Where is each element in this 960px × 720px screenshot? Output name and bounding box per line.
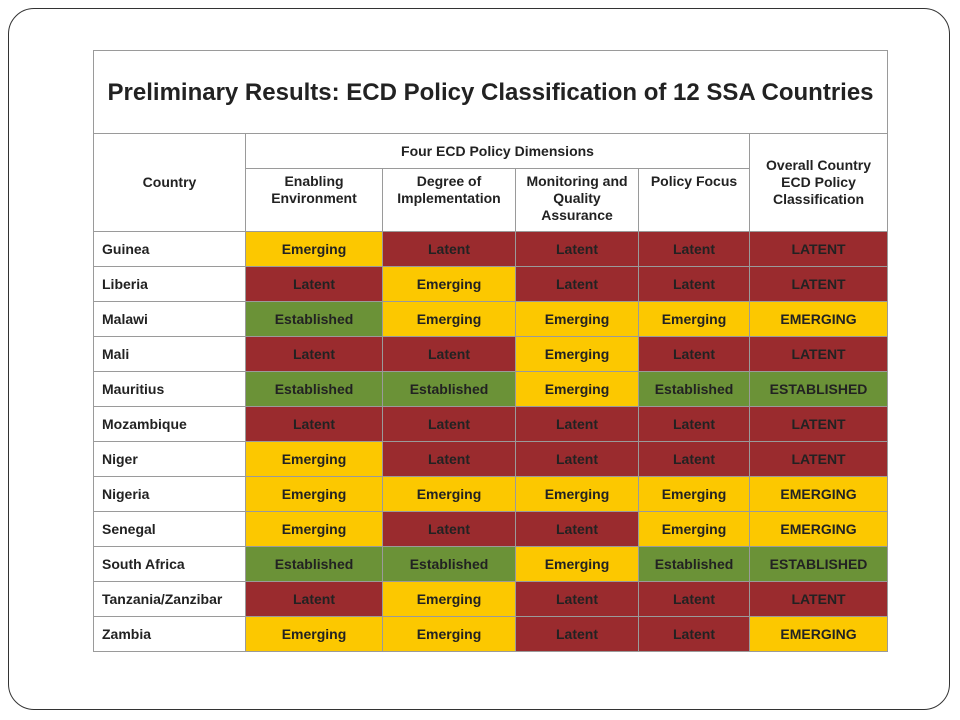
status-cell: Latent: [245, 581, 383, 617]
status-cell: LATENT: [748, 406, 889, 442]
status-cell: Latent: [515, 616, 639, 652]
data-row: Zambia Emerging Emerging Latent Latent EMERGI…: [93, 616, 889, 652]
status-cell: EMERGING: [748, 511, 889, 547]
status-cell: LATENT: [748, 441, 889, 477]
table-body: Preliminary Results: ECD Policy Classifi…: [92, 50, 889, 652]
dimension-row: Enabling Environment Degree of Implementa…: [94, 168, 888, 232]
classification-table: Preliminary Results: ECD Policy Classifi…: [92, 50, 889, 652]
data-row: Niger Emerging Latent Latent Latent LATENT: [93, 441, 889, 477]
status-cell: Emerging: [245, 616, 383, 652]
status-cell: Emerging: [382, 266, 516, 302]
status-cell: Established: [382, 546, 516, 582]
data-row: Senegal Emerging Latent Latent Emerging EMERG…: [93, 511, 889, 547]
status-cell: Established: [245, 371, 383, 407]
status-cell: Emerging: [382, 476, 516, 512]
country-cell: Nigeria: [93, 476, 246, 512]
status-cell: Emerging: [515, 546, 639, 582]
dimension-header: Enabling Environment: [245, 168, 383, 232]
status-cell: Latent: [638, 336, 750, 372]
status-cell: Emerging: [245, 231, 383, 267]
country-header: Country: [93, 133, 246, 232]
status-cell: Established: [245, 301, 383, 337]
status-cell: Latent: [515, 231, 639, 267]
data-row: Guinea Emerging Latent Latent Latent LATENT: [93, 231, 889, 267]
status-cell: Latent: [382, 336, 516, 372]
country-cell: Liberia: [93, 266, 246, 302]
status-cell: ESTABLISHED: [748, 371, 889, 407]
status-cell: Emerging: [245, 441, 383, 477]
status-cell: EMERGING: [748, 301, 889, 337]
status-cell: Latent: [638, 616, 750, 652]
data-row: Tanzania/Zanzibar Latent Emerging Latent Lat…: [93, 581, 889, 617]
group-header: Four ECD Policy Dimensions: [245, 133, 750, 169]
status-cell: Emerging: [638, 301, 750, 337]
status-cell: Latent: [638, 231, 750, 267]
dimension-header: Degree of Implementation: [382, 168, 516, 232]
status-cell: Emerging: [382, 616, 516, 652]
country-cell: Zambia: [93, 616, 246, 652]
data-row: Malawi Established Emerging Emerging Emergin…: [93, 301, 889, 337]
status-cell: Latent: [245, 266, 383, 302]
status-cell: Established: [638, 546, 750, 582]
status-cell: Latent: [382, 441, 516, 477]
data-row: Mozambique Latent Latent Latent Latent LATENT: [93, 406, 889, 442]
status-cell: LATENT: [748, 266, 889, 302]
status-cell: Emerging: [515, 301, 639, 337]
status-cell: LATENT: [748, 581, 889, 617]
status-cell: Latent: [638, 441, 750, 477]
country-cell: Guinea: [93, 231, 246, 267]
status-cell: Latent: [382, 406, 516, 442]
slide-frame: [8, 8, 950, 710]
status-cell: Latent: [638, 581, 750, 617]
data-row: South Africa Established Established Emergi…: [93, 546, 889, 582]
data-row: Mali Latent Latent Emerging Latent LATENT: [93, 336, 889, 372]
country-cell: Malawi: [93, 301, 246, 337]
status-cell: Latent: [382, 511, 516, 547]
dimension-header: Monitoring and Quality Assurance: [515, 168, 639, 232]
table-title: Preliminary Results: ECD Policy Classifi…: [92, 50, 889, 134]
status-cell: Emerging: [515, 371, 639, 407]
title-row: Preliminary Results: ECD Policy Classifi…: [92, 50, 889, 134]
status-cell: ESTABLISHED: [748, 546, 889, 582]
status-cell: Emerging: [382, 581, 516, 617]
country-cell: Mozambique: [93, 406, 246, 442]
status-cell: Established: [382, 371, 516, 407]
overall-header: Overall Country ECD Policy Classificatio…: [748, 133, 889, 232]
country-cell: Niger: [93, 441, 246, 477]
status-cell: LATENT: [748, 231, 889, 267]
status-cell: EMERGING: [748, 476, 889, 512]
status-cell: Latent: [515, 406, 639, 442]
data-row: Nigeria Emerging Emerging Emerging Emerging E…: [93, 476, 889, 512]
status-cell: Emerging: [515, 476, 639, 512]
status-cell: Latent: [638, 406, 750, 442]
status-cell: LATENT: [748, 336, 889, 372]
status-cell: Emerging: [245, 511, 383, 547]
status-cell: Latent: [515, 266, 639, 302]
data-row: Liberia Latent Emerging Latent Latent LATENT: [93, 266, 889, 302]
status-cell: Latent: [515, 441, 639, 477]
status-cell: Latent: [515, 581, 639, 617]
dimension-header: Policy Focus: [638, 168, 750, 232]
status-cell: Latent: [245, 336, 383, 372]
status-cell: Emerging: [245, 476, 383, 512]
status-cell: EMERGING: [748, 616, 889, 652]
header-row: Country Four ECD Policy Dimensions Overa…: [93, 133, 889, 232]
status-cell: Emerging: [638, 476, 750, 512]
status-cell: Latent: [638, 266, 750, 302]
data-row: Mauritius Established Established Emerging E…: [93, 371, 889, 407]
status-cell: Emerging: [638, 511, 750, 547]
status-cell: Established: [638, 371, 750, 407]
country-cell: Mali: [93, 336, 246, 372]
country-cell: Mauritius: [93, 371, 246, 407]
status-cell: Latent: [245, 406, 383, 442]
country-cell: Tanzania/Zanzibar: [93, 581, 246, 617]
status-cell: Latent: [515, 511, 639, 547]
status-cell: Emerging: [382, 301, 516, 337]
status-cell: Latent: [382, 231, 516, 267]
status-cell: Emerging: [515, 336, 639, 372]
country-cell: Senegal: [93, 511, 246, 547]
status-cell: Established: [245, 546, 383, 582]
country-cell: South Africa: [93, 546, 246, 582]
